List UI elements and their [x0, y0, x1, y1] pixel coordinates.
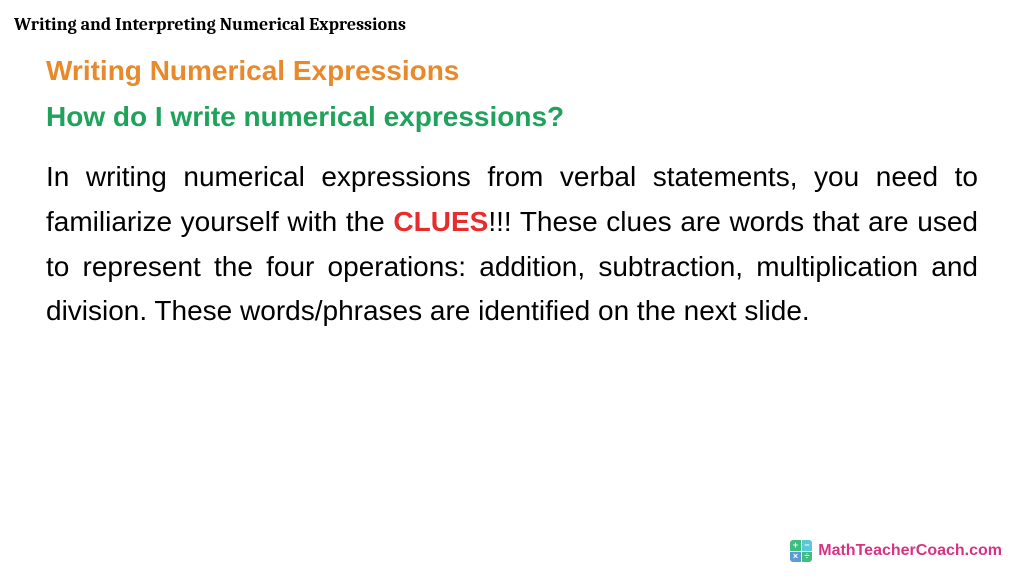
slide-content: Writing Numerical Expressions How do I w…: [0, 35, 1024, 334]
slide-footer: + − × ÷ MathTeacherCoach.com: [790, 540, 1002, 562]
logo-plus-icon: +: [790, 540, 801, 551]
content-subtitle: How do I write numerical expressions?: [46, 101, 978, 133]
logo-minus-icon: −: [802, 540, 813, 551]
logo-divide-icon: ÷: [802, 552, 813, 563]
header-title: Writing and Interpreting Numerical Expre…: [14, 14, 406, 35]
brand-name: MathTeacherCoach.com: [818, 542, 1002, 560]
brand-logo-icon: + − × ÷: [790, 540, 812, 562]
content-title: Writing Numerical Expressions: [46, 55, 978, 87]
logo-times-icon: ×: [790, 552, 801, 563]
slide-header: Writing and Interpreting Numerical Expre…: [0, 0, 1024, 35]
content-body: In writing numerical expressions from ve…: [46, 155, 978, 334]
clues-emphasis: CLUES: [393, 206, 488, 237]
